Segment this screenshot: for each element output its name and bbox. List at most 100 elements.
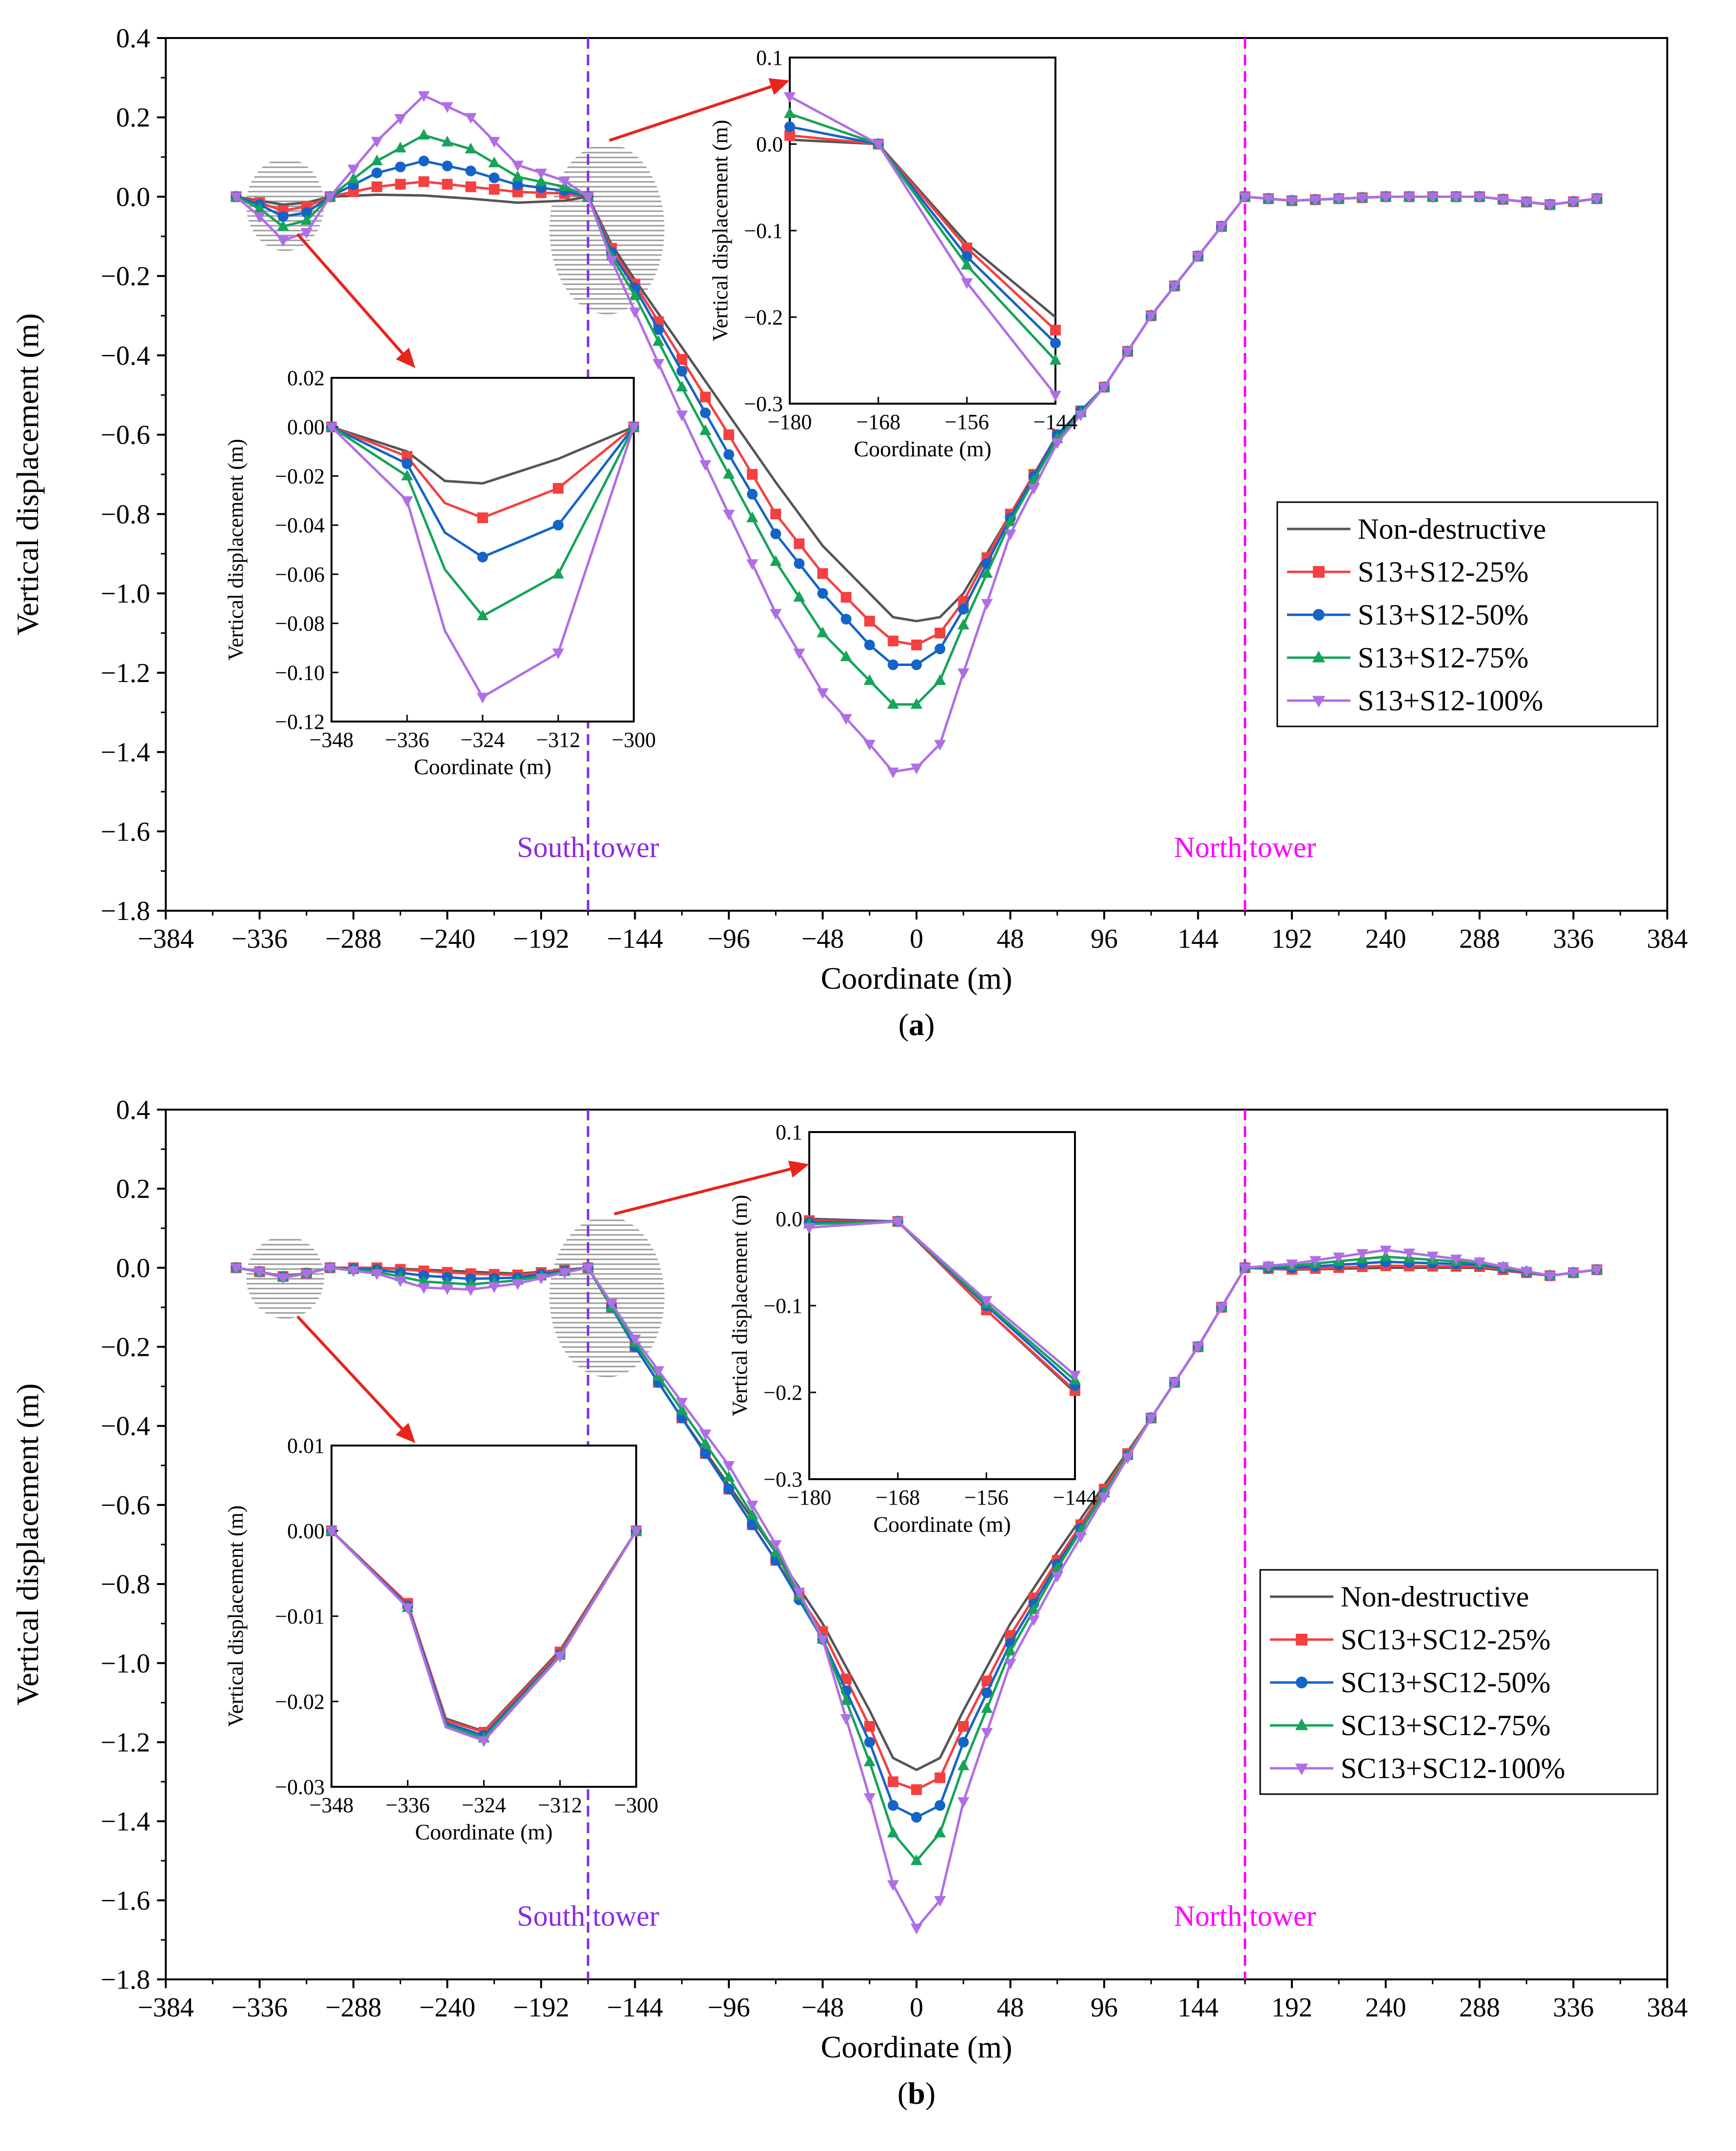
data-point [1239, 1263, 1251, 1274]
data-point [699, 460, 711, 471]
data-point [347, 164, 360, 176]
tower-label: South tower [517, 831, 659, 863]
inset-y-tick-label: 0.02 [287, 366, 325, 390]
zoom-region-tower [549, 144, 664, 314]
x-tick-label: 240 [1365, 1993, 1406, 2023]
data-point [1380, 1246, 1392, 1257]
data-point [230, 1263, 242, 1274]
inset-x-tick-label: −300 [614, 1793, 659, 1817]
data-point [1050, 325, 1061, 336]
data-point [746, 1508, 759, 1519]
data-point [1286, 196, 1298, 207]
inset-y-axis-label: Vertical displacement (m) [224, 1506, 248, 1727]
inset-x-tick-label: −348 [310, 1793, 354, 1817]
data-point [1049, 391, 1062, 402]
data-point [630, 1526, 643, 1538]
data-point [1028, 1615, 1040, 1626]
zoom-arrow-line [296, 1315, 403, 1430]
data-point [511, 170, 524, 181]
data-point [325, 422, 338, 433]
x-tick-label: 384 [1647, 924, 1688, 954]
data-point [402, 458, 412, 469]
x-tick-label: 48 [997, 924, 1024, 954]
data-point [1312, 696, 1326, 708]
y-tick-label: 0.0 [116, 182, 150, 212]
data-point [864, 1721, 875, 1732]
data-point [1192, 252, 1204, 263]
data-point [863, 740, 876, 751]
inset-y-tick-label: −0.01 [275, 1604, 325, 1628]
data-point [512, 179, 523, 191]
y-tick-label: −1.2 [100, 658, 150, 688]
inset-south-tower: −180 −168 −156 −144 0.1 0.0 −0.1 −0.2 −0.3 Coordi… [728, 1120, 1097, 1537]
data-point [1333, 194, 1345, 205]
y-tick-label: −0.4 [100, 1411, 150, 1442]
data-point [722, 1461, 735, 1472]
inset-x-tick-label: −144 [1034, 410, 1078, 434]
inset-y-tick-label: 0.1 [756, 46, 783, 70]
data-point [511, 1279, 524, 1290]
inset-x-tick-label: −180 [768, 410, 812, 434]
data-point [864, 639, 875, 650]
data-point [552, 648, 565, 660]
data-point [535, 1273, 547, 1285]
data-point [1145, 311, 1157, 322]
data-point [961, 258, 973, 270]
data-point [1169, 281, 1181, 293]
data-point [465, 1285, 477, 1296]
x-tick-label: −48 [801, 1993, 844, 2023]
data-point [722, 1470, 735, 1482]
y-axis-label: Vertical displacement (m) [10, 1383, 45, 1705]
y-axis-label: Vertical displacement (m) [10, 313, 45, 635]
inset-frame [331, 377, 635, 723]
data-point [910, 698, 923, 709]
data-point [1544, 1271, 1556, 1282]
data-point [887, 1826, 899, 1838]
data-point [770, 608, 782, 620]
zoom-arrow-line [614, 1167, 791, 1215]
panel-label-letter: a [909, 1007, 924, 1042]
panel-label-letter: b [908, 2076, 925, 2111]
inset-x-axis-label: Coordinate (m) [415, 1819, 552, 1844]
inset-y-tick-label: −0.1 [744, 219, 783, 243]
data-point [887, 1776, 898, 1787]
data-point [401, 469, 413, 481]
data-point [840, 1673, 852, 1684]
data-point [676, 1398, 688, 1409]
data-point [887, 659, 898, 670]
data-point [1591, 194, 1603, 205]
zoom-arrow-line [296, 233, 404, 354]
data-point [676, 411, 688, 422]
data-point [1309, 195, 1322, 206]
data-point [910, 763, 923, 775]
data-point [442, 178, 453, 190]
data-point [980, 1296, 993, 1307]
data-point [722, 509, 735, 521]
y-tick-label: −1.6 [100, 1886, 150, 1916]
zoom-arrow-head [768, 78, 790, 95]
data-point [1004, 529, 1016, 541]
inset-x-axis-label: Coordinate (m) [873, 1512, 1011, 1537]
inset-y-tick-label: −0.02 [275, 1690, 325, 1714]
y-tick-label: −1.0 [100, 579, 150, 609]
legend-entry: SC13+SC12-25% [1341, 1623, 1551, 1656]
data-point [1051, 1572, 1063, 1583]
y-tick-label: −0.2 [100, 261, 150, 292]
zoom-arrow-head [788, 1160, 809, 1178]
data-point [582, 192, 594, 203]
data-point [559, 1268, 571, 1279]
x-axis-label: Coordinate (m) [821, 2030, 1013, 2064]
y-tick-label: −1.6 [100, 817, 150, 847]
inset-y-tick-label: 0.00 [287, 415, 325, 439]
data-point [783, 107, 796, 118]
data-point [840, 714, 852, 725]
data-point [371, 1269, 383, 1280]
x-tick-label: −288 [325, 924, 382, 954]
data-point [957, 668, 970, 680]
x-tick-label: −96 [707, 924, 750, 954]
data-point [700, 1448, 711, 1459]
data-point [1215, 222, 1228, 233]
data-point [747, 469, 758, 480]
data-point [803, 1223, 816, 1234]
